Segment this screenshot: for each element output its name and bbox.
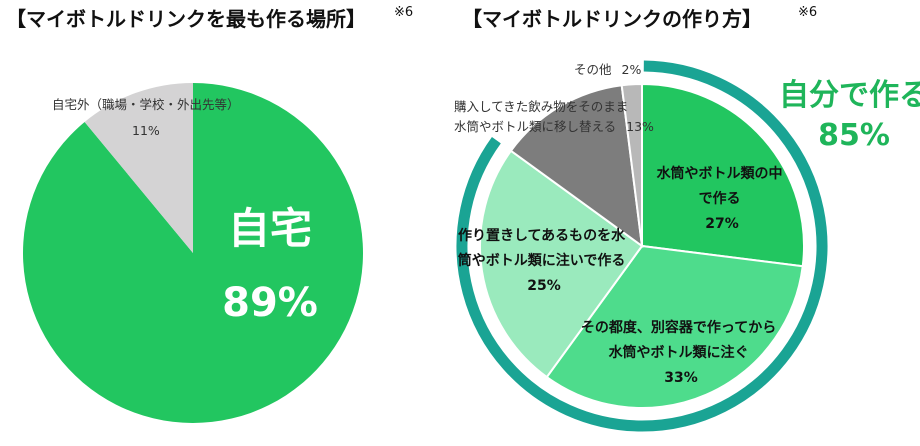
left-chart: 【マイボトルドリンクを最も作る場所】 ※6 自宅 89% 自宅外（職場・学校・外… — [6, 5, 413, 424]
left-chart-title: 【マイボトルドリンクを最も作る場所】 — [6, 7, 366, 31]
left-pie-slice-0 — [22, 83, 363, 424]
self-made-value: 85% — [818, 118, 890, 153]
left-pie-slice-1 — [84, 83, 193, 253]
self-made-label: 自分で作る — [779, 78, 920, 113]
left-home-label: 自宅 — [228, 204, 312, 253]
right-pie-slice-0 — [641, 82, 805, 268]
right-chart: 【マイボトルドリンクの作り方】 ※6 水筒やボトル類の中 で作る 27% その都… — [454, 5, 920, 432]
left-home-value: 89% — [222, 280, 318, 326]
right-chart-title: 【マイボトルドリンクの作り方】 — [462, 7, 762, 31]
right-pie — [479, 82, 805, 409]
left-outside-value: 11% — [132, 123, 160, 138]
right-pie-slice-3 — [509, 84, 644, 249]
slice-separate-container-label: その都度、別容器で作ってから 水筒やボトル類に注ぐ 33% — [581, 319, 781, 386]
slice-other-label: その他 2% — [574, 62, 641, 77]
right-pie-slice-2 — [479, 149, 644, 379]
left-pie — [22, 83, 363, 424]
self-made-ring — [456, 60, 828, 432]
slice-purchased-label: 購入してきた飲み物をそのまま 水筒やボトル類に移し替える 13% — [454, 99, 654, 134]
left-chart-note: ※6 — [394, 5, 413, 20]
right-chart-note: ※6 — [798, 5, 817, 20]
slice-in-bottle-label: 水筒やボトル類の中 で作る 27% — [657, 165, 788, 232]
left-outside-label: 自宅外（職場・学校・外出先等） — [52, 97, 240, 112]
slice-premade-label: 作り置きしてあるものを水 筒やボトル類に注いで作る 25% — [458, 227, 630, 294]
right-pie-slice-1 — [545, 244, 804, 409]
right-pie-slice-4 — [620, 82, 643, 247]
